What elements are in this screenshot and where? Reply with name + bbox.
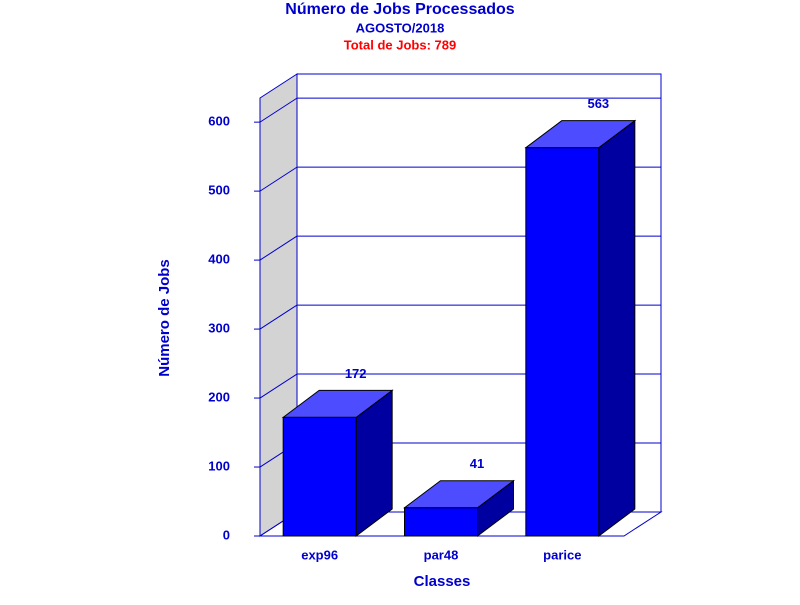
chart-subtitle: AGOSTO/2018 [356, 20, 445, 35]
x-axis-label: Classes [414, 573, 471, 590]
x-tick-label: par48 [424, 547, 459, 562]
grid-line [259, 97, 298, 123]
bar [404, 507, 478, 537]
grid-line [259, 373, 298, 399]
chart-title: Número de Jobs Processados [285, 1, 515, 18]
y-tick-label: 200 [208, 389, 230, 404]
y-tick-label: 100 [208, 458, 230, 473]
grid-line [259, 304, 298, 330]
y-axis-label: Número de Jobs [156, 259, 173, 377]
bar-side [598, 119, 636, 537]
value-label: 172 [345, 366, 367, 381]
annotation: Total de Jobs: 789 [344, 37, 456, 52]
x-tick-label: parice [543, 547, 581, 562]
y-tick-label: 600 [208, 114, 230, 129]
bar [525, 147, 600, 537]
value-label: 563 [587, 96, 609, 111]
x-tick-label: exp96 [301, 547, 338, 562]
y-tick-label: 500 [208, 183, 230, 198]
value-label: 41 [470, 456, 484, 471]
grid-line [259, 166, 298, 192]
y-tick-label: 400 [208, 252, 230, 267]
bar [282, 416, 357, 537]
y-tick-label: 300 [208, 321, 230, 336]
y-tick-label: 0 [223, 527, 230, 542]
grid-line [259, 235, 298, 261]
